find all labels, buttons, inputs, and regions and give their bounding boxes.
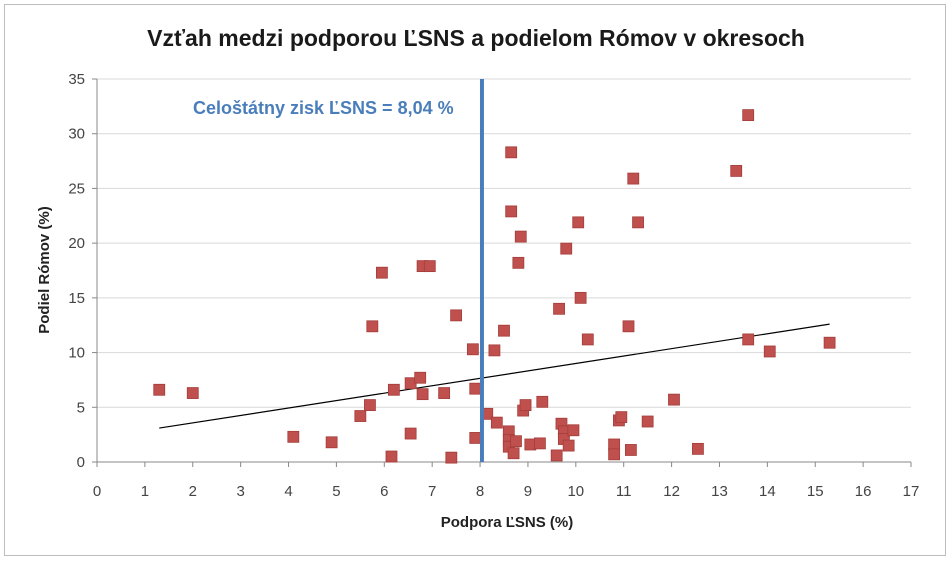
reference-line-label: Celoštátny zisk ĽSNS = 8,04 % [193, 98, 454, 118]
data-point-65 [763, 345, 776, 358]
data-point-41 [553, 302, 565, 315]
chart-title: Vzťah medzi podporou ĽSNS a podielom Róm… [147, 25, 805, 51]
data-point-7 [375, 266, 388, 279]
x-tick-label-3: 3 [236, 483, 244, 500]
data-point-49 [574, 291, 587, 304]
data-point-46 [562, 439, 575, 452]
data-point-39 [536, 395, 549, 408]
data-point-33 [512, 256, 525, 269]
data-point-58 [632, 216, 644, 229]
x-tick-label-15: 15 [807, 483, 824, 500]
data-point-25 [498, 324, 510, 337]
y-tick-labels: 0 5 10 15 20 25 30 35 [68, 71, 85, 471]
data-point-60 [668, 393, 680, 406]
data-point-6 [366, 320, 379, 333]
data-point-2 [287, 430, 300, 443]
data-point-3 [325, 436, 338, 449]
data-point-63 [742, 333, 755, 346]
data-point-36 [519, 399, 532, 411]
data-point-5 [364, 399, 376, 411]
x-tick-label-16: 16 [855, 483, 872, 500]
y-tick-label-25: 25 [68, 180, 85, 197]
data-point-50 [581, 333, 594, 346]
data-point-40 [550, 449, 563, 462]
trendline-group [159, 323, 830, 429]
data-point-34 [514, 230, 527, 243]
data-point-48 [572, 216, 585, 229]
data-point-31 [507, 447, 520, 460]
axes [96, 79, 912, 467]
x-axis-label: Podpora ĽSNS (%) [441, 514, 574, 531]
data-point-13 [416, 388, 429, 401]
data-point-57 [627, 172, 640, 185]
data-point-1 [186, 387, 199, 399]
data-point-59 [641, 415, 654, 428]
data-point-21 [469, 382, 482, 395]
x-tick-label-8: 8 [476, 483, 484, 500]
data-point-18 [450, 309, 463, 322]
data-point-29 [505, 205, 518, 218]
y-tick-label-15: 15 [68, 290, 85, 307]
data-point-55 [622, 320, 635, 333]
data-point-51 [608, 438, 621, 451]
data-point-61 [692, 442, 704, 455]
data-point-20 [469, 432, 482, 444]
x-tick-label-1: 1 [141, 483, 149, 500]
x-tick-label-6: 6 [380, 483, 388, 500]
data-point-66 [823, 336, 836, 349]
y-tick-label-30: 30 [68, 126, 85, 143]
data-point-45 [560, 242, 573, 255]
x-tick-label-17: 17 [903, 483, 920, 500]
x-tick-label-14: 14 [759, 483, 776, 500]
data-point-64 [742, 109, 755, 122]
y-tick-label-0: 0 [77, 454, 85, 471]
data-point-56 [624, 444, 637, 456]
data-point-32 [510, 435, 522, 448]
x-tick-label-0: 0 [93, 483, 101, 500]
y-tick-label-10: 10 [68, 345, 85, 362]
data-point-24 [490, 416, 503, 429]
trendline [159, 323, 830, 429]
data-point-10 [404, 427, 417, 440]
data-point-62 [730, 165, 743, 177]
data-point-47 [567, 424, 580, 437]
x-tick-label-13: 13 [711, 483, 728, 500]
data-point-54 [615, 411, 628, 424]
data-point-52 [608, 448, 621, 461]
x-tick-label-9: 9 [524, 483, 532, 500]
data-points [153, 109, 836, 464]
data-point-38 [534, 437, 546, 450]
data-point-17 [445, 451, 458, 464]
data-point-12 [414, 371, 427, 384]
x-tick-label-5: 5 [332, 483, 340, 500]
x-tick-label-2: 2 [189, 483, 197, 500]
x-tick-label-12: 12 [663, 483, 680, 500]
x-tick-labels: 0 1 2 3 4 5 6 7 8 9 10 11 12 13 14 15 16 17 [93, 483, 920, 500]
x-tick-label-4: 4 [284, 483, 292, 500]
data-point-30 [505, 146, 518, 159]
data-point-0 [153, 383, 166, 396]
y-axis-label: Podiel Rómov (%) [36, 206, 53, 334]
data-point-9 [387, 383, 400, 396]
data-point-16 [438, 387, 451, 399]
x-tick-label-7: 7 [428, 483, 436, 500]
x-tick-label-11: 11 [616, 483, 632, 500]
y-tick-label-35: 35 [68, 71, 85, 88]
y-tick-label-20: 20 [68, 235, 85, 252]
data-point-19 [466, 343, 479, 356]
x-tick-label-10: 10 [567, 483, 584, 500]
data-point-23 [488, 344, 501, 357]
gridlines [92, 78, 911, 463]
y-tick-label-5: 5 [77, 399, 85, 416]
data-point-15 [423, 260, 436, 273]
data-point-8 [385, 450, 398, 463]
chart-frame [4, 4, 946, 556]
data-point-4 [354, 410, 367, 422]
